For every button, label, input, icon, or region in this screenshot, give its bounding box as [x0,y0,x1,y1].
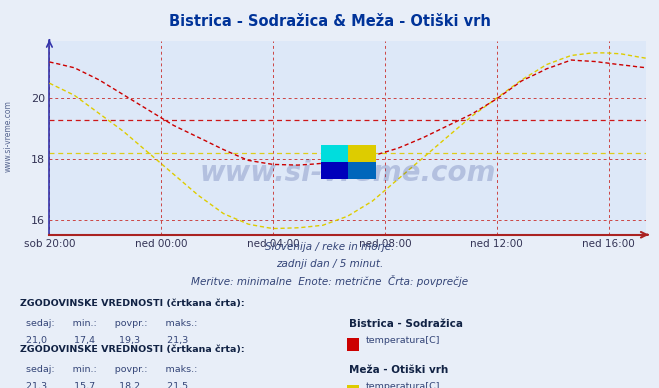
Text: 21,3         15,7        18,2         21,5: 21,3 15,7 18,2 21,5 [20,382,188,388]
Text: temperatura[C]: temperatura[C] [366,336,440,345]
Text: Bistrica - Sodražica & Meža - Otiški vrh: Bistrica - Sodražica & Meža - Otiški vrh [169,14,490,29]
Text: Bistrica - Sodražica: Bistrica - Sodražica [349,319,463,329]
Bar [321,146,349,162]
Text: www.si-vreme.com: www.si-vreme.com [3,100,13,172]
Text: temperatura[C]: temperatura[C] [366,382,440,388]
Bar [349,162,376,178]
Bar [349,146,376,162]
Text: Meritve: minimalne  Enote: metrične  Črta: povprečje: Meritve: minimalne Enote: metrične Črta:… [191,275,468,287]
Text: Slovenija / reke in morje.: Slovenija / reke in morje. [265,242,394,253]
Text: ZGODOVINSKE VREDNOSTI (črtkana črta):: ZGODOVINSKE VREDNOSTI (črtkana črta): [20,345,244,354]
Text: sedaj:      min.:      povpr.:      maks.:: sedaj: min.: povpr.: maks.: [20,319,197,328]
Text: sedaj:      min.:      povpr.:      maks.:: sedaj: min.: povpr.: maks.: [20,365,197,374]
Text: www.si-vreme.com: www.si-vreme.com [200,159,496,187]
Text: ZGODOVINSKE VREDNOSTI (črtkana črta):: ZGODOVINSKE VREDNOSTI (črtkana črta): [20,299,244,308]
Text: Meža - Otiški vrh: Meža - Otiški vrh [349,365,449,376]
Bar [321,162,349,178]
Text: 21,0         17,4        19,3         21,3: 21,0 17,4 19,3 21,3 [20,336,188,345]
Text: zadnji dan / 5 minut.: zadnji dan / 5 minut. [276,259,383,269]
